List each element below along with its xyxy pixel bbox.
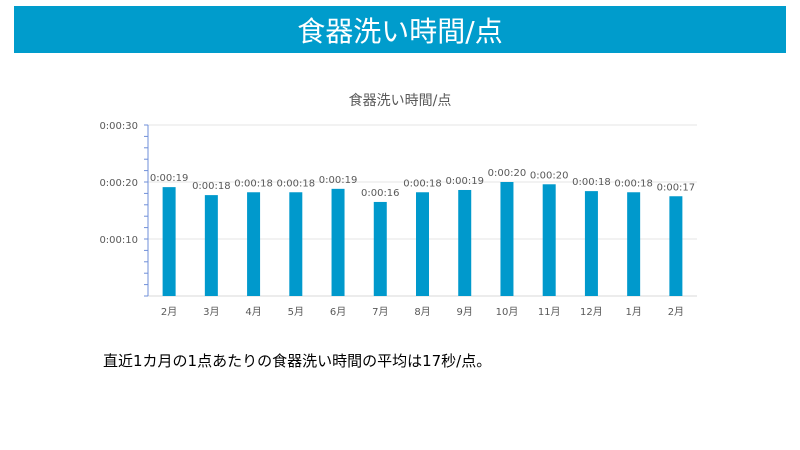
bar [247,192,261,296]
x-tick-label: 9月 [457,306,473,318]
data-label: 0:00:19 [150,173,189,184]
bar [669,196,683,296]
bar [416,192,429,296]
slide-title: 食器洗い時間/点 [297,14,503,48]
x-tick-label: 10月 [496,306,519,318]
data-label: 0:00:19 [445,176,484,187]
x-tick-label: 2月 [668,306,684,318]
x-tick-label: 7月 [372,306,388,318]
slide-title-banner: 食器洗い時間/点 [14,6,786,53]
data-label: 0:00:16 [361,188,400,199]
data-label: 0:00:18 [234,178,273,189]
bar [162,187,176,296]
x-tick-label: 2月 [161,306,177,318]
data-label: 0:00:20 [530,170,569,181]
x-tick-label: 3月 [203,306,219,318]
y-tick-label: 0:00:30 [99,121,138,132]
chart-title: 食器洗い時間/点 [348,93,452,109]
bar [584,191,598,296]
y-tick-label: 0:00:20 [99,178,138,189]
data-label: 0:00:18 [403,178,442,189]
data-label: 0:00:19 [319,175,358,186]
data-label: 0:00:18 [572,177,611,188]
x-tick-label: 11月 [538,306,561,318]
x-tick-label: 1月 [625,306,641,318]
data-label: 0:00:20 [488,168,527,179]
y-tick-label: 0:00:10 [99,235,138,246]
bar [204,195,218,296]
data-label: 0:00:18 [614,178,653,189]
bar [373,201,387,296]
data-label: 0:00:17 [657,182,696,193]
x-tick-label: 5月 [288,306,304,318]
x-tick-label: 12月 [580,306,603,318]
bar [331,188,345,296]
x-tick-label: 8月 [414,306,430,318]
bar [500,182,514,296]
x-tick-label: 6月 [330,306,346,318]
bar [627,192,641,296]
x-tick-label: 4月 [245,306,261,318]
data-label: 0:00:18 [277,178,316,189]
data-label: 0:00:18 [192,181,231,192]
bar [458,189,472,296]
bar [542,184,556,296]
bar [289,192,303,296]
summary-note: 直近1カ月の1点あたりの食器洗い時間の平均は17秒/点。 [103,352,492,370]
